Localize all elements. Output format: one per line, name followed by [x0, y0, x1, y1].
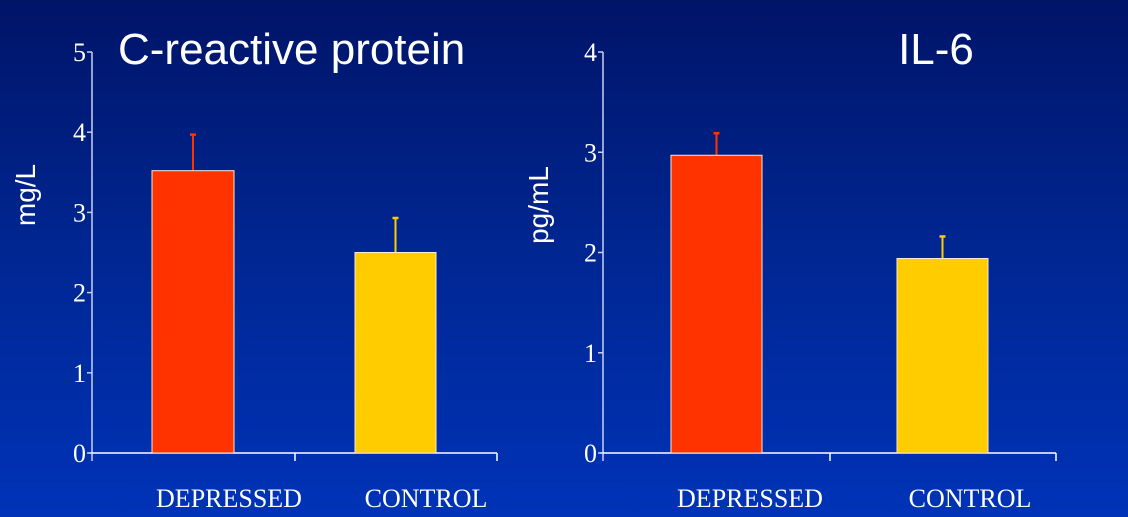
bar-depressed — [151, 170, 235, 454]
y-tick-label: 4 — [584, 38, 597, 67]
y-tick-label: 3 — [584, 138, 597, 167]
y-tick-label: 0 — [584, 439, 597, 468]
y-tick-label: 1 — [73, 359, 86, 388]
chart-title: C-reactive protein — [118, 25, 465, 74]
y-tick-label: 4 — [73, 118, 86, 147]
category-label: DEPRESSED — [156, 484, 302, 513]
category-label: CONTROL — [365, 484, 488, 513]
bar-control — [896, 258, 989, 454]
y-tick-label: 5 — [73, 38, 86, 67]
category-label: CONTROL — [909, 484, 1032, 513]
y-tick-label: 2 — [73, 279, 86, 308]
y-axis-label: pg/mL — [523, 166, 554, 244]
bar-control — [354, 252, 437, 454]
y-tick-label: 3 — [73, 198, 86, 227]
y-axis-label: mg/L — [10, 164, 41, 226]
chart-title: IL-6 — [898, 25, 974, 74]
y-tick-label: 2 — [584, 239, 597, 268]
y-tick-label: 0 — [73, 439, 86, 468]
bar-depressed — [670, 154, 763, 454]
category-label: DEPRESSED — [677, 484, 823, 513]
y-tick-label: 1 — [584, 339, 597, 368]
